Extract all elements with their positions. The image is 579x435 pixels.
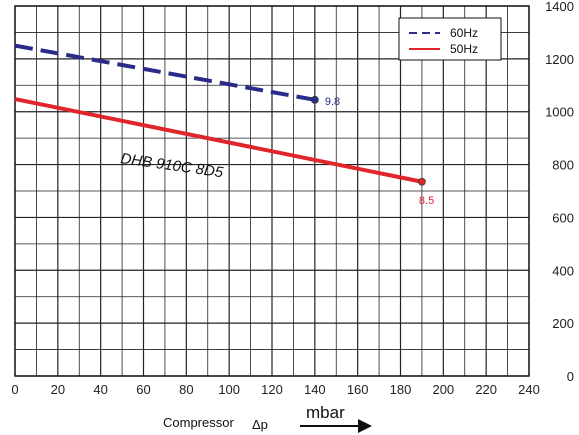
y-tick-label: 1200 <box>545 52 574 67</box>
x-tick-label: 160 <box>347 382 369 397</box>
legend-box <box>398 17 502 61</box>
series-end-label: 9.8 <box>325 96 340 108</box>
x-axis-unit: mbar <box>306 403 345 422</box>
legend: 60Hz 50Hz <box>398 17 502 61</box>
x-tick-label: 0 <box>11 382 18 397</box>
x-tick-labels: 0 20 40 60 80 100 120 140 160 180 200 220 240 <box>11 382 539 397</box>
series-line-50Hz <box>14 97 423 184</box>
unit-arrow-icon <box>300 419 372 433</box>
y-tick-label: 1400 <box>545 0 574 14</box>
x-tick-label: 80 <box>179 382 193 397</box>
legend-label: 50Hz <box>450 42 478 56</box>
arrow-head <box>358 419 372 433</box>
plot-frame <box>14 5 530 377</box>
series-endpoint-50Hz <box>418 177 426 186</box>
x-tick-label: 40 <box>93 382 107 397</box>
y-tick-label: 200 <box>552 316 574 331</box>
x-tick-label: 120 <box>261 382 283 397</box>
end-labels: 9.8 8.5 <box>325 96 434 207</box>
y-tick-label: 400 <box>552 263 574 278</box>
x-tick-label: 100 <box>218 382 240 397</box>
legend-label: 60Hz <box>450 26 478 40</box>
series-endpoint-60Hz <box>310 95 319 104</box>
x-tick-label: 200 <box>432 382 454 397</box>
series-end-label: 8.5 <box>419 195 434 207</box>
y-tick-label: 0 <box>567 369 574 384</box>
y-tick-label: 800 <box>552 158 574 173</box>
y-tick-label: 600 <box>552 210 574 225</box>
x-axis-label: Compressor <box>163 415 234 430</box>
y-tick-label: 1000 <box>545 105 574 120</box>
x-tick-label: 220 <box>475 382 497 397</box>
x-tick-label: 60 <box>136 382 150 397</box>
x-tick-label: 20 <box>51 382 65 397</box>
x-axis-symbol: Δp <box>252 417 268 432</box>
x-tick-label: 140 <box>304 382 326 397</box>
x-tick-label: 240 <box>518 382 540 397</box>
model-annotation: DHB 910C 8D5 <box>119 150 224 181</box>
x-tick-label: 180 <box>390 382 412 397</box>
y-tick-labels: 0 200 400 600 800 1000 1200 1400 <box>545 0 574 384</box>
series-lines <box>14 43 426 186</box>
